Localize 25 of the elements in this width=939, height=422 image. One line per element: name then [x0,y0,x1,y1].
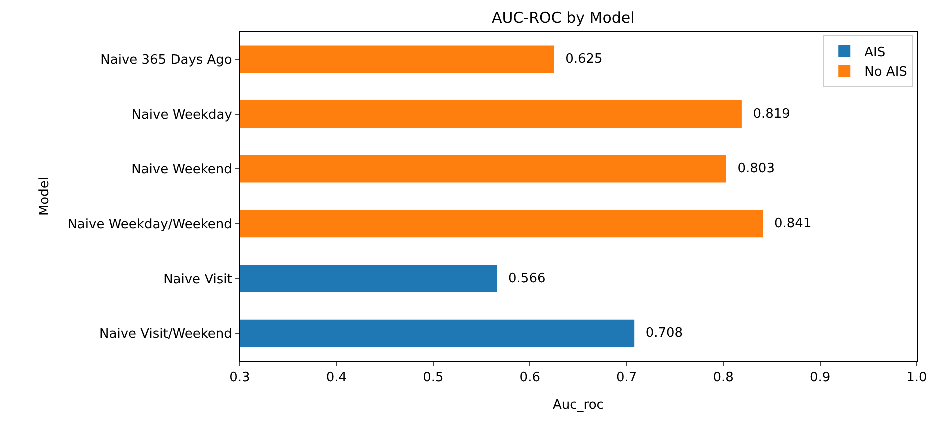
x-tick-label: 0.5 [423,370,444,386]
data-label: 0.819 [744,106,790,122]
chart-title: AUC-ROC by Model [492,9,635,28]
y-tick-label: Naive Weekday/Weekend [68,217,232,232]
x-tick-label: 0.6 [520,370,540,386]
x-tick-label: 0.3 [230,370,250,386]
y-tick-label: Naive Visit [164,272,232,288]
y-tick-label: Naive Visit/Weekend [100,327,232,342]
legend-label: No AIS [864,65,908,80]
data-label: 0.803 [729,162,775,177]
data-label: 0.708 [638,326,684,342]
x-tick-label: 0.4 [326,370,348,386]
x-tick-label: 1.0 [906,370,928,386]
x-tick-label: 0.7 [616,370,638,386]
data-label: 0.625 [557,52,603,67]
y-axis-title: Model [38,176,53,216]
x-axis-title: Auc_roc [553,398,604,414]
y-tick-label: Naive Weekday [132,108,233,123]
x-tick-label: 0.8 [713,370,734,386]
legend-label: AIS [864,45,886,60]
y-tick-label: Naive Weekend [132,162,232,178]
y-tick-label: Naive 365 Days Ago [100,52,232,68]
data-label: 0.566 [500,271,546,286]
data-label: 0.841 [766,216,812,232]
x-tick-label: 0.9 [810,370,831,386]
